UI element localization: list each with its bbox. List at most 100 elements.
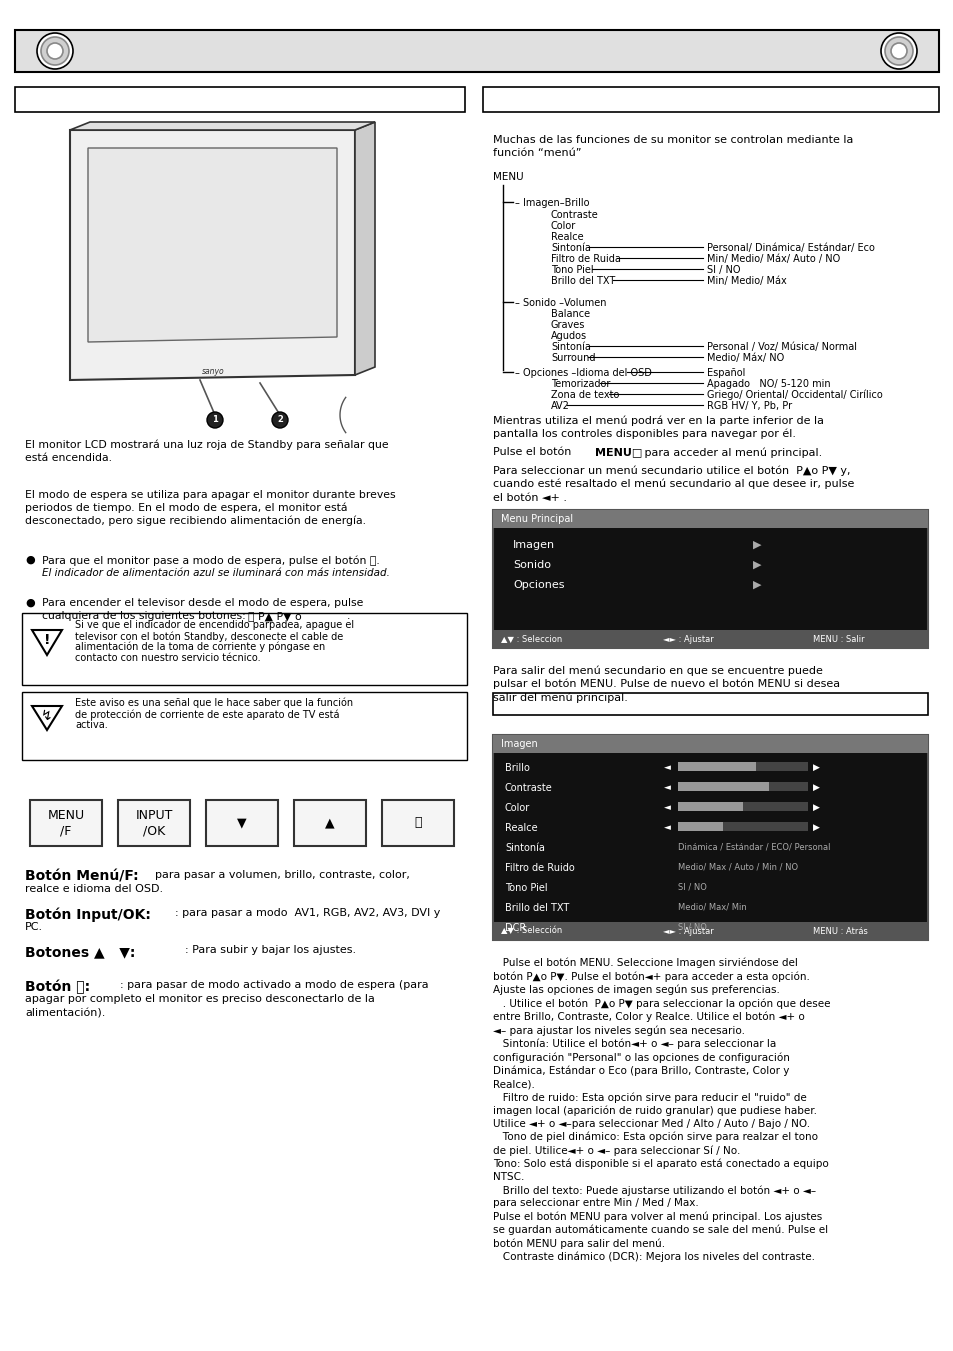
Circle shape [272, 412, 288, 428]
Text: cualquiera de los siguientes botones:: cualquiera de los siguientes botones: [42, 611, 246, 621]
Text: ▲▼ : Selección: ▲▼ : Selección [500, 927, 561, 935]
Circle shape [890, 43, 906, 59]
Text: alimentación de la toma de corriente y póngase en: alimentación de la toma de corriente y p… [75, 642, 325, 653]
Text: SI / NO: SI / NO [678, 884, 706, 892]
Bar [118, 800, 190, 846]
Text: Pulse el botón MENU. Seleccione Imagen sirviéndose del
botón P▲o P▼. Pulse el bo: Pulse el botón MENU. Seleccione Imagen s… [493, 958, 830, 1262]
Bar [678, 821, 807, 831]
Text: PC.: PC. [25, 921, 43, 932]
Text: Para que el monitor pase a modo de espera, pulse el botón ⓕ.: Para que el monitor pase a modo de esper… [42, 555, 379, 566]
Text: ▶: ▶ [752, 540, 760, 550]
Text: El monitor LCD mostrará una luz roja de Standby para señalar que
está encendida.: El monitor LCD mostrará una luz roja de … [25, 440, 388, 463]
Text: Medio/ Max / Auto / Min / NO: Medio/ Max / Auto / Min / NO [678, 863, 798, 871]
Bar [15, 30, 938, 72]
Bar [678, 762, 807, 771]
Polygon shape [355, 122, 375, 376]
Bar [294, 800, 366, 846]
Polygon shape [88, 149, 336, 342]
Text: activa.: activa. [75, 720, 108, 730]
Text: Sintonía: Sintonía [551, 342, 590, 353]
Text: Griego/ Oriental/ Occidental/ Cirílico: Griego/ Oriental/ Occidental/ Cirílico [706, 390, 882, 400]
Bar [493, 921, 927, 940]
Text: sanyo: sanyo [201, 367, 224, 377]
Text: Color: Color [551, 222, 576, 231]
Text: ▲▼ : Seleccion: ▲▼ : Seleccion [500, 635, 561, 643]
Bar [493, 735, 927, 753]
Circle shape [880, 32, 916, 69]
Text: ▶: ▶ [812, 802, 819, 812]
Bar [482, 86, 938, 112]
Text: contacto con nuestro servicio técnico.: contacto con nuestro servicio técnico. [75, 653, 260, 663]
Text: Realce: Realce [504, 823, 537, 834]
Polygon shape [70, 130, 355, 380]
Bar [678, 762, 755, 771]
Text: : para pasar a modo  AV1, RGB, AV2, AV3, DVI y: : para pasar a modo AV1, RGB, AV2, AV3, … [174, 908, 440, 917]
Text: Para seleccionar un menú secundario utilice el botón  P▲o P▼ y,
cuando esté resa: Para seleccionar un menú secundario util… [493, 465, 854, 503]
Text: RGB HV/ Y, Pb, Pr: RGB HV/ Y, Pb, Pr [706, 401, 791, 411]
Text: Apagado   NO/ 5-120 min: Apagado NO/ 5-120 min [706, 380, 830, 389]
Text: Botón ⏻:: Botón ⏻: [25, 979, 90, 994]
Text: Filtro de Ruida: Filtro de Ruida [551, 254, 620, 263]
Bar [22, 613, 467, 685]
Text: ◄: ◄ [663, 763, 670, 771]
Text: Sintonía: Sintonía [504, 843, 544, 852]
Text: : Para subir y bajar los ajustes.: : Para subir y bajar los ajustes. [185, 944, 355, 955]
Bar [493, 630, 927, 648]
Text: El modo de espera se utiliza para apagar el monitor durante breves
periodos de t: El modo de espera se utiliza para apagar… [25, 490, 395, 526]
Text: ●: ● [25, 555, 34, 565]
Text: Imagen: Imagen [500, 739, 537, 748]
Text: Menu Principal: Menu Principal [500, 513, 573, 524]
Text: Graves: Graves [551, 320, 585, 330]
Text: Opciones: Opciones [513, 580, 564, 590]
Circle shape [47, 43, 63, 59]
Text: ◄► : Ajustar: ◄► : Ajustar [662, 927, 713, 935]
Bar [493, 509, 927, 648]
Text: Contraste: Contraste [504, 784, 552, 793]
Bar [678, 821, 722, 831]
Text: Medio/ Max/ Min: Medio/ Max/ Min [678, 902, 746, 912]
Text: de protección de corriente de este aparato de TV está: de protección de corriente de este apara… [75, 709, 339, 720]
Text: AV2: AV2 [551, 401, 569, 411]
Polygon shape [32, 707, 62, 730]
Text: ▼: ▼ [237, 816, 247, 830]
Text: ▲: ▲ [325, 816, 335, 830]
Bar [493, 735, 927, 940]
Circle shape [884, 36, 912, 65]
Text: Para encender el televisor desde el modo de espera, pulse: Para encender el televisor desde el modo… [42, 598, 363, 608]
Text: Personal/ Dinámica/ Estándar/ Eco: Personal/ Dinámica/ Estándar/ Eco [706, 243, 874, 253]
Text: Brillo del TXT: Brillo del TXT [504, 902, 569, 913]
Text: Mientras utiliza el menú podrá ver en la parte inferior de la
pantalla los contr: Mientras utiliza el menú podrá ver en la… [493, 415, 823, 439]
Text: Pulse el botón: Pulse el botón [493, 447, 575, 457]
Bar [22, 692, 467, 761]
Text: alimentación).: alimentación). [25, 1008, 105, 1019]
Text: Si ve que el indicador de encendido parpadea, apague el: Si ve que el indicador de encendido parp… [75, 620, 354, 630]
Text: ↯: ↯ [41, 709, 52, 723]
Text: apagar por completo el monitor es preciso desconectarlo de la: apagar por completo el monitor es precis… [25, 994, 375, 1004]
Text: – Sonido –Volumen: – Sonido –Volumen [515, 299, 606, 308]
Text: Botón Menú/F:: Botón Menú/F: [25, 870, 138, 884]
Text: SI / NO: SI / NO [706, 265, 740, 276]
Text: ◄: ◄ [663, 823, 670, 832]
Text: Tono Piel: Tono Piel [551, 265, 593, 276]
Text: 2: 2 [276, 416, 283, 424]
Circle shape [41, 36, 69, 65]
Text: ▶: ▶ [752, 580, 760, 590]
Text: ⏻: ⏻ [414, 816, 421, 830]
Text: Min/ Medio/ Máx/ Auto / NO: Min/ Medio/ Máx/ Auto / NO [706, 254, 840, 263]
Text: Contraste: Contraste [551, 209, 598, 220]
Text: MENU : Atrás: MENU : Atrás [812, 927, 867, 935]
Bar [678, 802, 742, 811]
Text: Medio/ Máx/ NO: Medio/ Máx/ NO [706, 353, 783, 363]
Bar [493, 693, 927, 715]
Text: MENU : Salir: MENU : Salir [812, 635, 863, 643]
Text: Sintonía: Sintonía [551, 243, 590, 253]
Polygon shape [32, 630, 62, 655]
Text: MENU□: MENU□ [595, 447, 641, 457]
Text: Tono Piel: Tono Piel [504, 884, 547, 893]
Text: ▶: ▶ [812, 823, 819, 832]
Text: Agudos: Agudos [551, 331, 586, 340]
Text: Color: Color [504, 802, 530, 813]
Text: Imagen: Imagen [513, 540, 555, 550]
Text: El indicador de alimentación azul se iluminará con más intensidad.: El indicador de alimentación azul se ilu… [42, 567, 390, 578]
Text: Brillo del TXT: Brillo del TXT [551, 276, 615, 286]
